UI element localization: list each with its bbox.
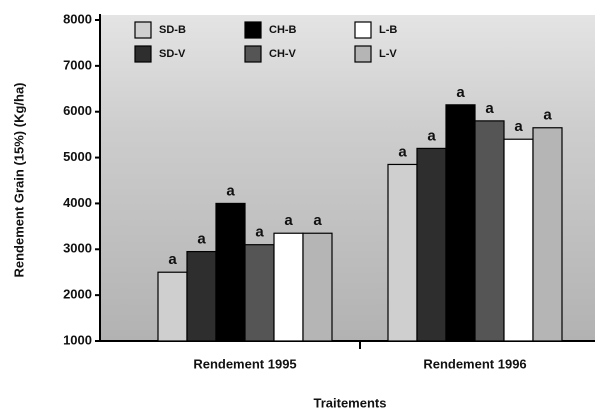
bar <box>445 104 476 342</box>
legend-swatch <box>354 21 372 39</box>
x-axis-label: Traitements <box>314 395 387 410</box>
significance-letter: a <box>427 127 436 144</box>
bar <box>273 232 304 342</box>
significance-letter: a <box>255 224 264 241</box>
legend-label: CH-B <box>269 24 297 36</box>
bar <box>416 147 447 342</box>
legend-label: SD-B <box>159 24 186 36</box>
y-tick-label: 7000 <box>63 57 92 72</box>
bar <box>244 244 275 342</box>
legend-label: L-B <box>379 24 397 36</box>
y-tick-label: 8000 <box>63 11 92 26</box>
significance-letter: a <box>543 107 552 124</box>
bar <box>532 127 563 342</box>
significance-letter: a <box>313 212 322 229</box>
significance-letter: a <box>485 100 494 117</box>
legend-label: SD-V <box>159 48 186 60</box>
significance-letter: a <box>168 251 177 268</box>
significance-letter: a <box>514 118 523 135</box>
bar <box>387 163 418 342</box>
legend-swatch <box>134 21 152 39</box>
legend-swatch <box>244 21 262 39</box>
significance-letter: a <box>398 143 407 160</box>
significance-letter: a <box>284 212 293 229</box>
bar <box>157 271 188 342</box>
legend-label: CH-V <box>269 48 297 60</box>
legend-swatch <box>244 45 262 63</box>
y-tick-label: 6000 <box>63 103 92 118</box>
bar <box>474 120 505 342</box>
legend-swatch <box>134 45 152 63</box>
bar <box>186 250 217 342</box>
y-tick-label: 2000 <box>63 287 92 302</box>
significance-letter: a <box>197 231 206 248</box>
legend-label: L-V <box>379 48 397 60</box>
bar <box>503 138 534 342</box>
significance-letter: a <box>456 84 465 101</box>
y-tick-label: 4000 <box>63 195 92 210</box>
bar <box>215 202 246 342</box>
y-tick-label: 1000 <box>63 332 92 347</box>
y-tick-label: 5000 <box>63 149 92 164</box>
y-tick-label: 3000 <box>63 241 92 256</box>
y-axis-label: Rendement Grain (15%) (Kg/ha) <box>11 82 26 277</box>
x-tick-label: Rendement 1995 <box>193 356 296 371</box>
x-tick-label: Rendement 1996 <box>423 356 526 371</box>
legend-swatch <box>354 45 372 63</box>
significance-letter: a <box>226 182 235 199</box>
bar <box>302 232 333 342</box>
